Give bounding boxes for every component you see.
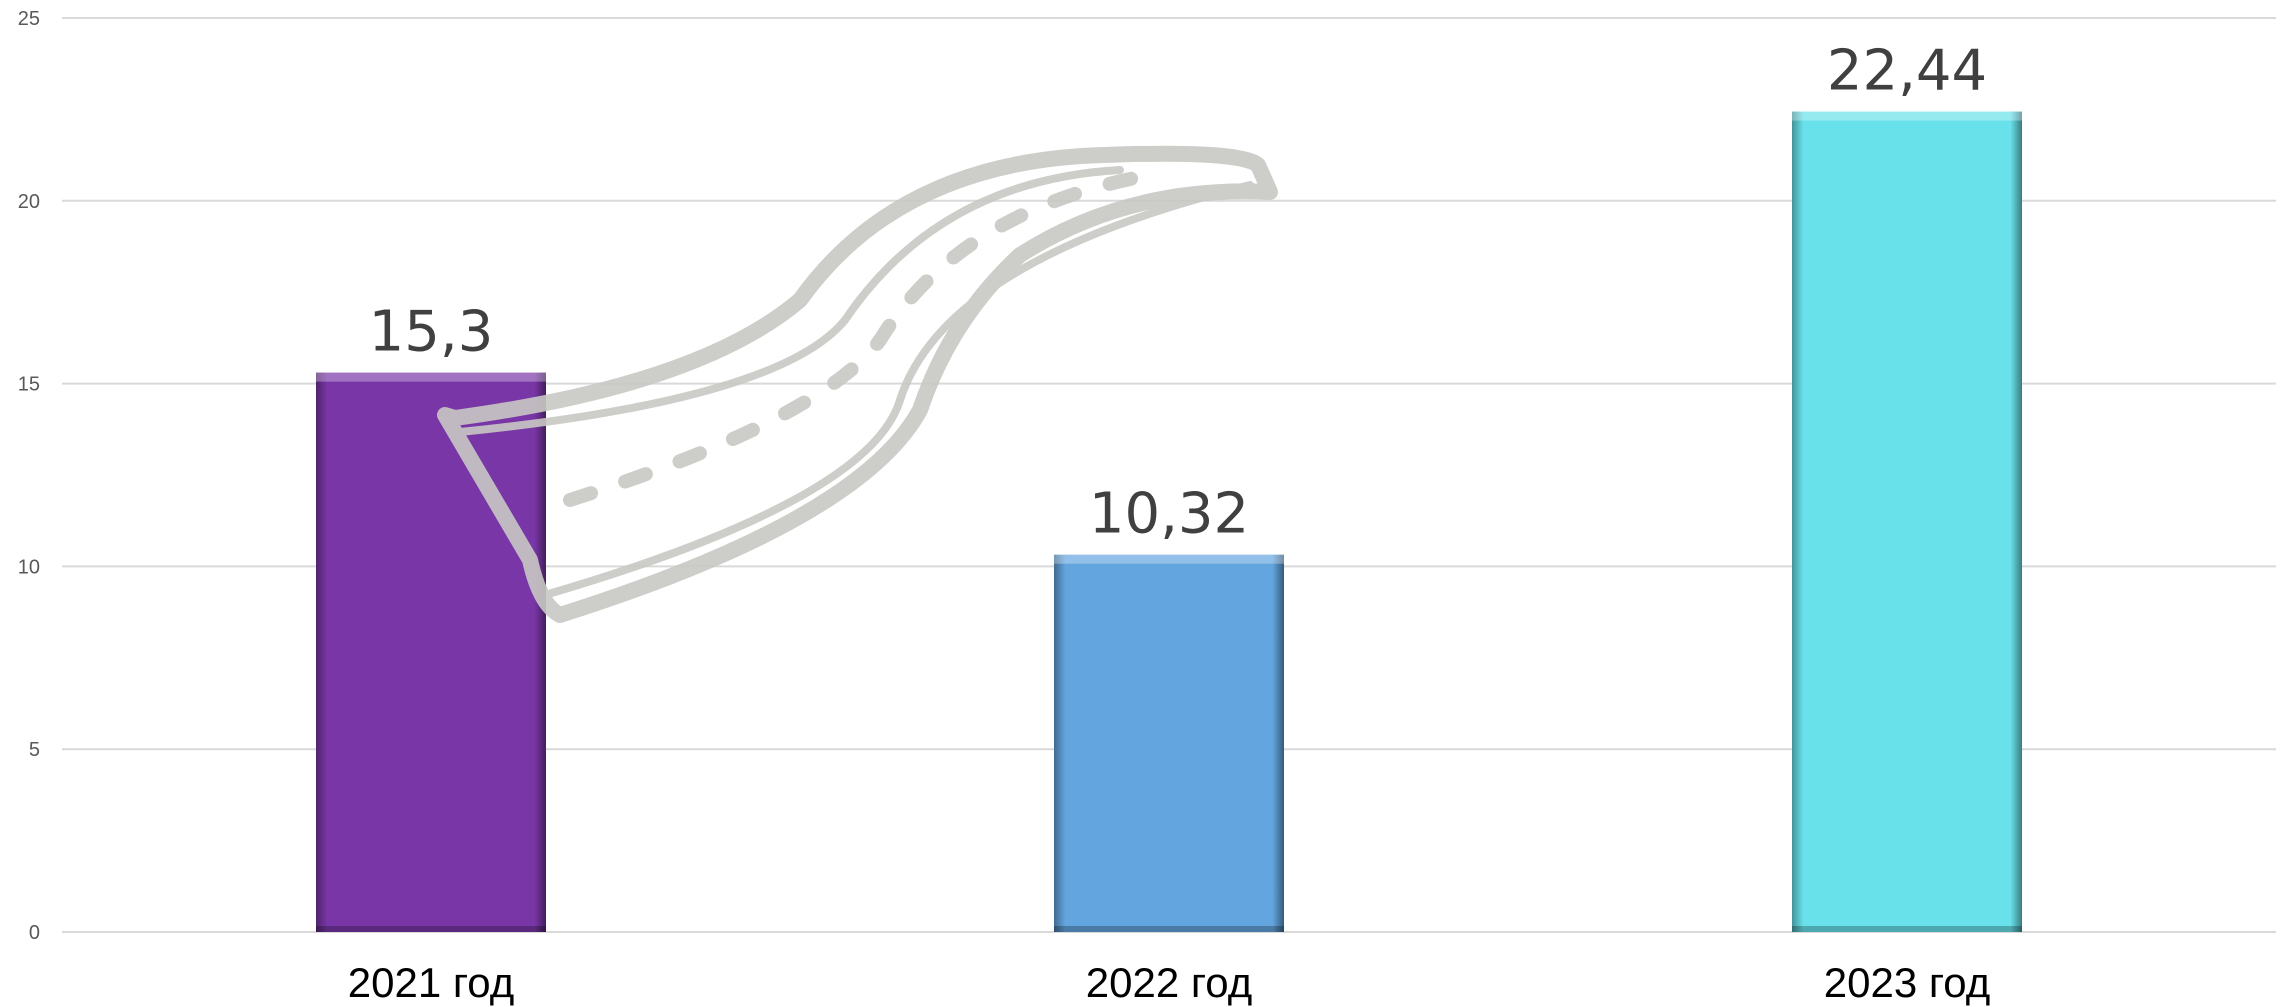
bar-top-bevel bbox=[316, 372, 546, 382]
bar-shading bbox=[1792, 111, 2022, 932]
road-illustration bbox=[437, 145, 1278, 623]
bar-bottom-bevel bbox=[1054, 926, 1284, 932]
y-tick-label: 15 bbox=[18, 374, 40, 396]
bar-top-bevel bbox=[1792, 111, 2022, 121]
x-axis-labels: 2021 год 2022 год 2023 год bbox=[348, 959, 1990, 1006]
bar-shading bbox=[1054, 554, 1284, 932]
bars bbox=[316, 111, 2022, 933]
data-label: 15,3 bbox=[369, 300, 494, 365]
y-tick-label: 25 bbox=[18, 8, 40, 30]
x-tick-label: 2021 год bbox=[348, 959, 514, 1006]
bar-bottom-bevel bbox=[1792, 926, 2022, 932]
data-labels: 15,3 10,32 22,44 bbox=[369, 39, 1988, 547]
y-tick-label: 0 bbox=[29, 922, 40, 944]
y-tick-label: 20 bbox=[18, 191, 40, 213]
bar-bottom-bevel bbox=[316, 926, 546, 932]
data-label: 22,44 bbox=[1827, 39, 1987, 104]
y-axis-ticks: 0 5 10 15 20 25 bbox=[18, 8, 40, 944]
x-tick-label: 2023 год bbox=[1824, 959, 1990, 1006]
data-label: 10,32 bbox=[1089, 482, 1249, 547]
bar-shading bbox=[316, 372, 546, 933]
y-tick-label: 10 bbox=[18, 556, 40, 578]
x-tick-label: 2022 год bbox=[1086, 959, 1252, 1006]
bar-top-bevel bbox=[1054, 554, 1284, 564]
y-tick-label: 5 bbox=[29, 739, 40, 761]
